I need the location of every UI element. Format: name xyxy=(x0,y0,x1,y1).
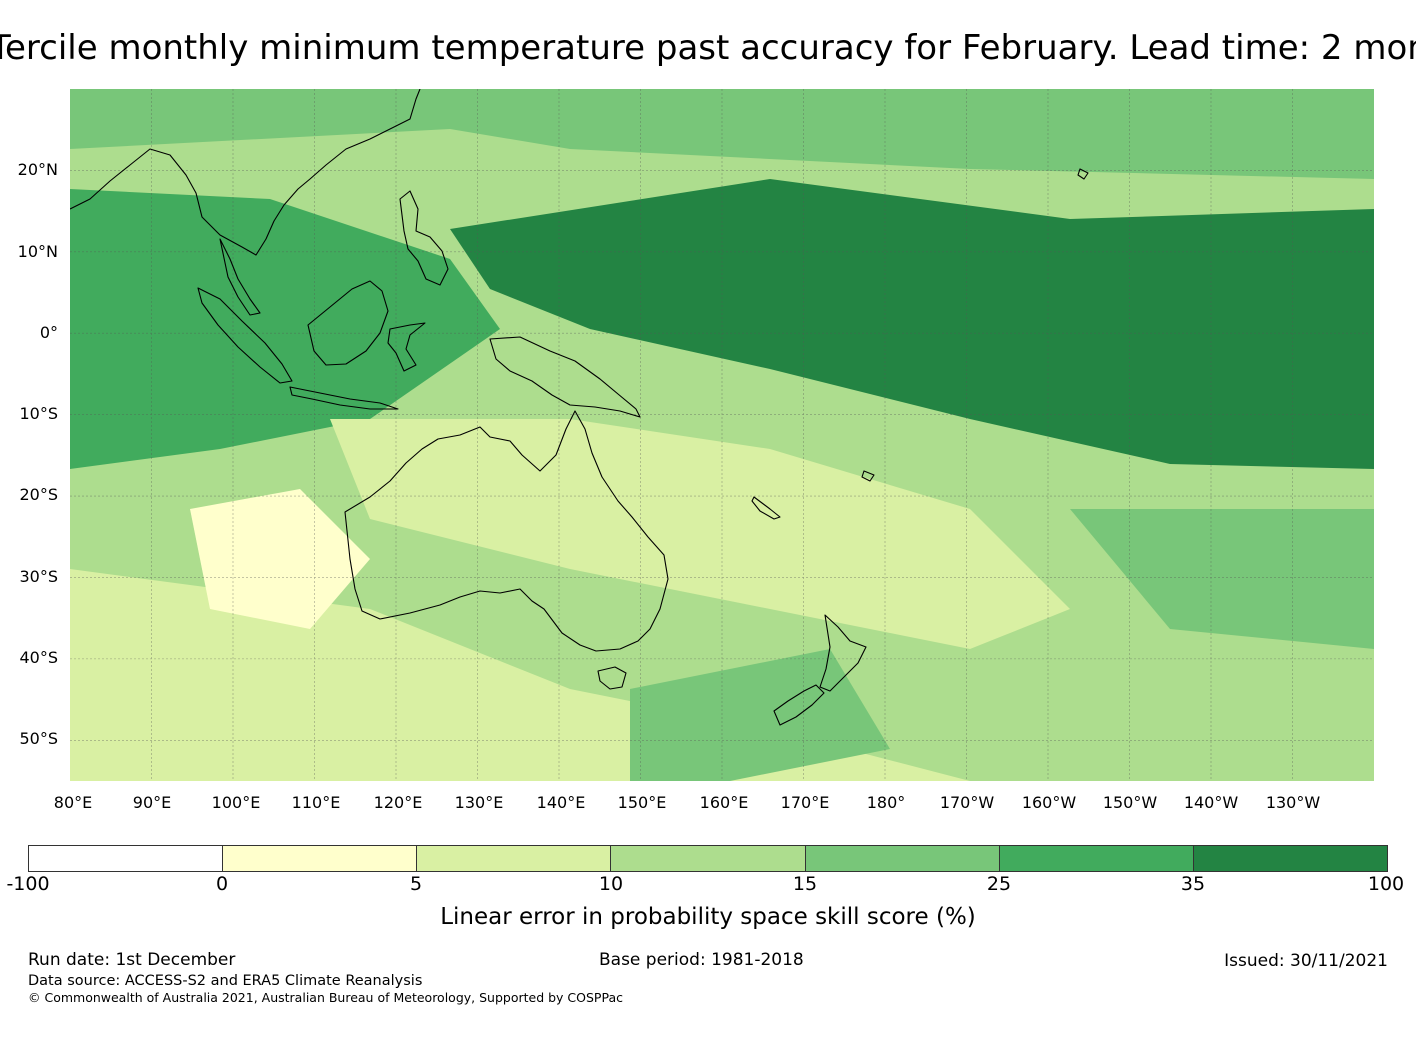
run-date: Run date: 1st December xyxy=(28,950,236,970)
lon-label-120e: 120°E xyxy=(373,793,423,812)
copyright: © Commonwealth of Australia 2021, Austra… xyxy=(28,990,623,1005)
lat-label-20n: 20°N xyxy=(17,160,58,179)
new-zealand-south-outline xyxy=(773,684,825,726)
lat-label-10n: 10°N xyxy=(17,242,58,261)
lat-label-10s: 10°S xyxy=(19,404,58,423)
lon-label-110e: 110°E xyxy=(291,793,341,812)
colorbar-tick: 100 xyxy=(1367,873,1405,895)
lon-label-100e: 100°E xyxy=(211,793,261,812)
field-southeast-band xyxy=(1070,509,1374,649)
borneo-outline xyxy=(307,280,389,366)
field-equatorial-band xyxy=(450,179,1374,469)
colorbar-tick: 15 xyxy=(792,873,818,895)
sumatra-outline xyxy=(197,287,293,384)
field-tasman-band xyxy=(630,649,890,781)
coastlines xyxy=(70,89,1089,726)
graticule xyxy=(70,89,1374,781)
lon-label-130e: 130°E xyxy=(454,793,504,812)
lon-label-180: 180° xyxy=(866,793,906,812)
data-source: Data source: ACCESS-S2 and ERA5 Climate … xyxy=(28,973,423,989)
australia-outline xyxy=(344,410,669,652)
lon-label-140w: 140°W xyxy=(1183,793,1239,812)
sulawesi-outline xyxy=(387,322,426,372)
new-guinea-outline xyxy=(489,336,641,418)
colorbar-segment-15-25 xyxy=(805,846,1000,871)
base-period: Base period: 1981-2018 xyxy=(599,950,804,970)
colorbar-tick: 35 xyxy=(1180,873,1206,895)
tasmania-outline xyxy=(597,666,627,690)
lon-label-160e: 160°E xyxy=(699,793,749,812)
malay-peninsula-outline xyxy=(219,238,261,316)
colorbar-label: Linear error in probability space skill … xyxy=(440,904,976,930)
colorbar-segment-0-5 xyxy=(223,846,418,871)
lon-label-150w: 150°W xyxy=(1102,793,1158,812)
colorbar-tick: 25 xyxy=(986,873,1012,895)
skill-field xyxy=(70,89,1374,781)
colorbar-segment-35-100 xyxy=(1193,846,1387,871)
lon-label-170e: 170°E xyxy=(780,793,830,812)
lat-label-20s: 20°S xyxy=(19,485,58,504)
new-caledonia-outline xyxy=(751,496,781,520)
lon-label-150e: 150°E xyxy=(617,793,667,812)
colorbar-segment-25-35 xyxy=(999,846,1194,871)
lon-label-160w: 160°W xyxy=(1021,793,1077,812)
map-title: Tercile monthly minimum temperature past… xyxy=(0,28,1416,68)
hawaii-outline xyxy=(1077,168,1089,180)
lon-label-80e: 80°E xyxy=(53,793,93,812)
colorbar-tick: 0 xyxy=(215,873,229,895)
fiji-outline xyxy=(861,470,875,482)
field-pale-patch xyxy=(190,489,370,629)
issued-date: Issued: 30/11/2021 xyxy=(1224,951,1388,971)
colorbar-segment-10-15 xyxy=(611,846,806,871)
skill-score-map[interactable] xyxy=(70,89,1374,781)
java-outline xyxy=(289,386,399,410)
colorbar-tick: 5 xyxy=(409,873,423,895)
lat-label-50s: 50°S xyxy=(19,729,58,748)
lat-label-40s: 40°S xyxy=(19,648,58,667)
field-australia-band xyxy=(330,419,1070,649)
colorbar xyxy=(28,845,1388,872)
lon-label-140e: 140°E xyxy=(536,793,586,812)
lat-label-30s: 30°S xyxy=(19,567,58,586)
field-maritime-band xyxy=(70,189,500,469)
lat-label-0: 0° xyxy=(39,323,58,342)
colorbar-tick: 10 xyxy=(598,873,624,895)
lon-label-130w: 130°W xyxy=(1265,793,1321,812)
lon-label-90e: 90°E xyxy=(132,793,172,812)
colorbar-segment-5-10 xyxy=(417,846,612,871)
new-zealand-north-outline xyxy=(819,614,867,692)
lon-label-170w: 170°W xyxy=(939,793,995,812)
colorbar-tick: -100 xyxy=(6,873,50,895)
asia-coastline xyxy=(70,89,421,256)
philippines-outline xyxy=(399,190,449,286)
colorbar-segment-neg100-0 xyxy=(29,846,224,871)
